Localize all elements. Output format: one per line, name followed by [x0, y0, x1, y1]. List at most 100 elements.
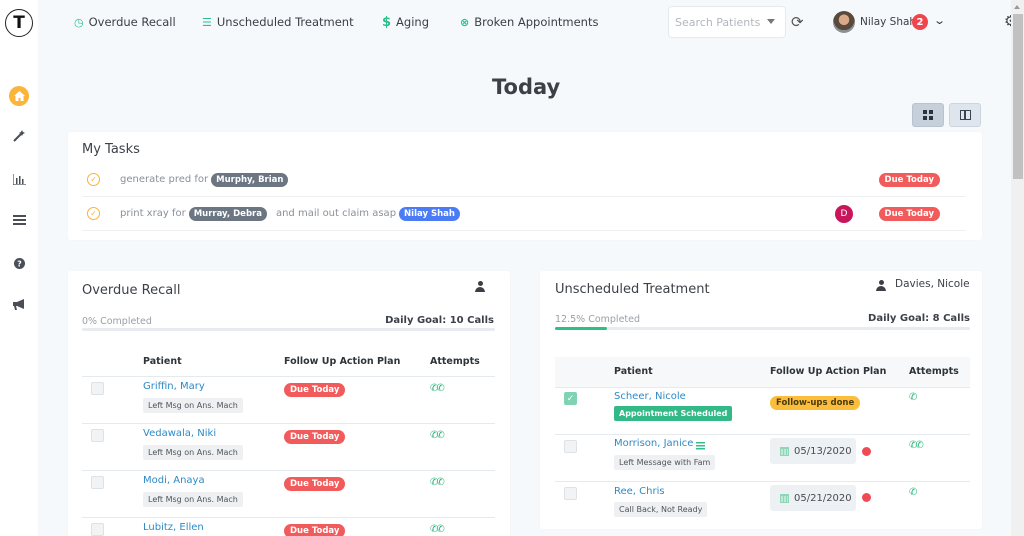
note-tag: Left Msg on Ans. Mach	[143, 492, 243, 507]
bar-chart-icon[interactable]	[9, 169, 29, 189]
scroll-up-arrow-icon[interactable]	[1014, 5, 1020, 9]
task-row: ✓ generate pred for Murphy, Brian Due To…	[82, 163, 966, 197]
progress-label: 0% Completed	[82, 316, 152, 327]
assignee-chip[interactable]: Nilay Shah	[399, 206, 460, 221]
patient-chip[interactable]: Murphy, Brian	[211, 172, 289, 187]
clock-icon: ◷	[74, 15, 84, 29]
overdue-indicator	[862, 493, 871, 502]
scroll-thumb[interactable]	[1013, 14, 1023, 179]
column-header: Patient	[614, 366, 653, 377]
top-navigation: ◷ Overdue Recall ☰ Unscheduled Treatment…	[38, 0, 1024, 44]
progress-bar	[82, 328, 495, 331]
due-badge: Due Today	[284, 430, 346, 444]
nav-aging[interactable]: $ Aging	[376, 11, 435, 33]
phone-attempts-icon: ✆✆	[430, 477, 445, 488]
list-icon[interactable]	[9, 210, 29, 230]
assignee-avatar[interactable]: D	[835, 204, 853, 223]
treatment-list-icon[interactable]	[696, 442, 705, 450]
user-name[interactable]: Nilay Shah	[860, 16, 917, 28]
phone-attempts-icon: ✆✆	[430, 383, 445, 394]
nav-label: Aging	[396, 15, 429, 29]
patient-name-link[interactable]: Lubitz, Ellen	[143, 522, 204, 533]
page-title: Today	[492, 75, 561, 99]
task-description: generate pred for	[120, 174, 209, 185]
columns-icon	[959, 110, 971, 120]
dropdown-caret-icon[interactable]	[767, 19, 775, 24]
nav-overdue-recall[interactable]: ◷ Overdue Recall	[68, 11, 182, 33]
row-checkbox[interactable]	[91, 429, 104, 442]
list-icon: ☰	[202, 15, 212, 29]
due-badge: Due Today	[284, 383, 346, 397]
row-checkbox[interactable]	[91, 382, 104, 395]
calendar-icon	[780, 446, 789, 456]
note-tag: Left Message with Fam	[614, 455, 716, 470]
card-title: Overdue Recall	[82, 283, 181, 298]
nav-unscheduled-treatment[interactable]: ☰ Unscheduled Treatment	[196, 11, 360, 33]
split-view-button[interactable]	[949, 103, 981, 127]
notification-badge[interactable]: 2	[912, 14, 928, 30]
row-checkbox[interactable]	[91, 476, 104, 489]
chevron-down-icon[interactable]: ⌄	[933, 14, 947, 27]
phone-attempts-icon: ✆✆	[430, 524, 445, 535]
user-icon[interactable]	[876, 280, 886, 291]
nav-label: Unscheduled Treatment	[216, 15, 354, 29]
card-title: My Tasks	[82, 142, 140, 157]
row-checkbox[interactable]	[564, 487, 577, 500]
home-icon[interactable]	[9, 86, 29, 106]
row-checkbox[interactable]	[91, 523, 104, 536]
nav-broken-appointments[interactable]: ⊗ Broken Appointments	[454, 11, 604, 33]
sidebar: T ?	[0, 0, 38, 536]
overdue-indicator	[862, 447, 871, 456]
date-value: 05/21/2020	[794, 492, 852, 504]
column-header: Attempts	[909, 366, 959, 377]
phone-attempts-icon: ✆✆	[909, 440, 924, 451]
task-description: print xray for	[120, 208, 186, 219]
progress-label: 12.5% Completed	[555, 314, 641, 325]
patient-name-link[interactable]: Modi, Anaya	[143, 475, 205, 486]
grid-view-button[interactable]	[912, 103, 944, 127]
followup-date[interactable]: 05/13/2020	[770, 438, 856, 464]
followup-date[interactable]: 05/21/2020	[770, 485, 856, 511]
row-checkbox[interactable]	[564, 440, 577, 453]
note-tag: Left Msg on Ans. Mach	[143, 398, 243, 413]
card-title: Unscheduled Treatment	[555, 282, 710, 297]
assigned-owner[interactable]: Davies, Nicole	[895, 278, 970, 290]
date-value: 05/13/2020	[794, 445, 852, 457]
refresh-icon[interactable]: ⟳	[791, 13, 804, 31]
user-icon[interactable]	[475, 281, 485, 292]
due-badge: Due Today	[284, 524, 346, 536]
check-circle-icon[interactable]: ✓	[87, 173, 100, 186]
patient-name-link[interactable]: Vedawala, Niki	[143, 428, 217, 439]
task-description: and mail out claim asap	[275, 208, 397, 219]
megaphone-icon[interactable]	[9, 294, 29, 314]
note-tag: Left Msg on Ans. Mach	[143, 445, 243, 460]
app-logo[interactable]: T	[5, 9, 33, 37]
task-text: print xray for Murray, Debra and mail ou…	[120, 206, 460, 221]
patient-name-link[interactable]: Morrison, Janice	[614, 438, 694, 449]
patient-name-link[interactable]: Ree, Chris	[614, 486, 665, 497]
column-header: Patient	[143, 356, 182, 367]
scrollbar[interactable]	[1011, 0, 1024, 536]
task-text: generate pred for Murphy, Brian	[120, 172, 289, 187]
user-avatar[interactable]	[833, 11, 855, 33]
phone-attempts-icon: ✆	[909, 392, 918, 403]
magic-wand-icon[interactable]	[9, 126, 29, 146]
phone-attempts-icon: ✆	[909, 487, 918, 498]
patient-name-link[interactable]: Scheer, Nicole	[614, 391, 686, 402]
question-icon[interactable]: ?	[9, 253, 29, 273]
nav-label: Overdue Recall	[88, 15, 176, 29]
search-patients-input[interactable]: Search Patients	[668, 6, 786, 38]
phone-attempts-icon: ✆✆	[430, 430, 445, 441]
row-checkbox-checked[interactable]: ✓	[564, 392, 577, 405]
patient-chip[interactable]: Murray, Debra	[188, 206, 267, 221]
due-badge: Due Today	[878, 172, 940, 187]
nav-label: Broken Appointments	[474, 15, 599, 29]
daily-goal: Daily Goal: 8 Calls	[868, 313, 970, 324]
my-tasks-card: My Tasks ✓ generate pred for Murphy, Bri…	[68, 132, 982, 240]
column-header: Follow Up Action Plan	[284, 356, 401, 367]
patient-name-link[interactable]: Griffin, Mary	[143, 381, 205, 392]
calendar-icon	[780, 493, 789, 503]
check-circle-icon[interactable]: ✓	[87, 207, 100, 220]
daily-goal: Daily Goal: 10 Calls	[385, 315, 494, 326]
column-header: Attempts	[430, 356, 480, 367]
